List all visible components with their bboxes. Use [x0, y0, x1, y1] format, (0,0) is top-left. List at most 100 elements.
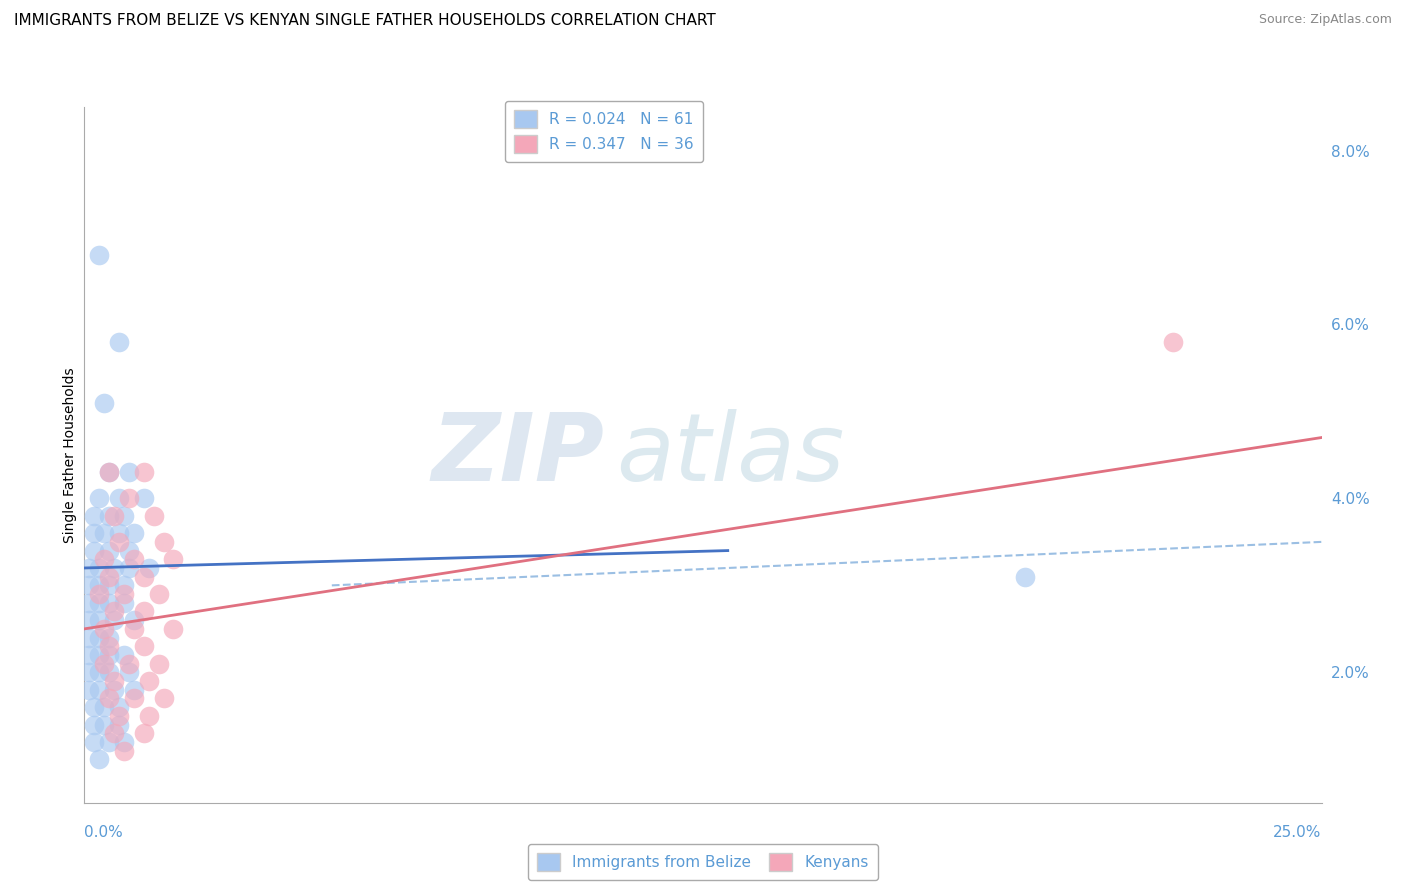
Point — [112, 587, 135, 601]
Point — [79, 596, 101, 610]
Point — [89, 587, 111, 601]
Legend: R = 0.024   N = 61, R = 0.347   N = 36: R = 0.024 N = 61, R = 0.347 N = 36 — [505, 101, 703, 162]
Text: 0.0%: 0.0% — [84, 825, 124, 840]
Point — [98, 665, 121, 680]
Point — [93, 700, 115, 714]
Point — [132, 491, 155, 506]
Point — [103, 682, 125, 697]
Point — [138, 561, 160, 575]
Point — [108, 717, 131, 731]
Point — [93, 717, 115, 731]
Point — [148, 657, 170, 671]
Point — [89, 665, 111, 680]
Point — [132, 466, 155, 480]
Point — [98, 466, 121, 480]
Point — [112, 735, 135, 749]
Point — [98, 691, 121, 706]
Text: IMMIGRANTS FROM BELIZE VS KENYAN SINGLE FATHER HOUSEHOLDS CORRELATION CHART: IMMIGRANTS FROM BELIZE VS KENYAN SINGLE … — [14, 13, 716, 29]
Text: Source: ZipAtlas.com: Source: ZipAtlas.com — [1258, 13, 1392, 27]
Point — [93, 396, 115, 410]
Point — [98, 631, 121, 645]
Point — [122, 613, 145, 627]
Point — [152, 691, 174, 706]
Point — [98, 578, 121, 592]
Point — [103, 605, 125, 619]
Point — [93, 622, 115, 636]
Legend: Immigrants from Belize, Kenyans: Immigrants from Belize, Kenyans — [527, 844, 879, 880]
Point — [122, 552, 145, 566]
Point — [79, 578, 101, 592]
Text: atlas: atlas — [616, 409, 845, 500]
Point — [138, 674, 160, 689]
Point — [89, 491, 111, 506]
Text: 25.0%: 25.0% — [1274, 825, 1322, 840]
Point — [108, 334, 131, 349]
Point — [83, 735, 105, 749]
Point — [89, 682, 111, 697]
Point — [122, 526, 145, 541]
Point — [89, 613, 111, 627]
Point — [162, 622, 184, 636]
Point — [108, 708, 131, 723]
Point — [162, 552, 184, 566]
Point — [83, 543, 105, 558]
Point — [89, 596, 111, 610]
Point — [89, 648, 111, 662]
Point — [118, 466, 141, 480]
Point — [98, 596, 121, 610]
Point — [98, 648, 121, 662]
Point — [118, 561, 141, 575]
Point — [79, 631, 101, 645]
Point — [1161, 334, 1184, 349]
Point — [118, 665, 141, 680]
Point — [103, 674, 125, 689]
Point — [142, 508, 165, 523]
Point — [132, 639, 155, 653]
Point — [118, 491, 141, 506]
Y-axis label: Single Father Households: Single Father Households — [63, 368, 77, 542]
Point — [98, 508, 121, 523]
Point — [98, 639, 121, 653]
Point — [108, 491, 131, 506]
Point — [103, 561, 125, 575]
Point — [89, 578, 111, 592]
Point — [98, 543, 121, 558]
Point — [89, 631, 111, 645]
Point — [112, 648, 135, 662]
Text: ZIP: ZIP — [432, 409, 605, 501]
Point — [112, 578, 135, 592]
Point — [93, 552, 115, 566]
Point — [112, 744, 135, 758]
Point — [98, 735, 121, 749]
Point — [122, 622, 145, 636]
Point — [108, 526, 131, 541]
Point — [118, 657, 141, 671]
Point — [1014, 570, 1036, 584]
Point — [79, 665, 101, 680]
Point — [83, 700, 105, 714]
Point — [122, 691, 145, 706]
Point — [132, 570, 155, 584]
Point — [148, 587, 170, 601]
Point — [98, 466, 121, 480]
Point — [98, 570, 121, 584]
Point — [108, 700, 131, 714]
Point — [83, 508, 105, 523]
Point — [79, 561, 101, 575]
Point — [83, 526, 105, 541]
Point — [132, 726, 155, 740]
Point — [108, 534, 131, 549]
Point — [112, 596, 135, 610]
Point — [122, 682, 145, 697]
Point — [138, 708, 160, 723]
Point — [93, 526, 115, 541]
Point — [79, 682, 101, 697]
Point — [89, 248, 111, 262]
Point — [79, 613, 101, 627]
Point — [118, 543, 141, 558]
Point — [93, 657, 115, 671]
Point — [83, 717, 105, 731]
Point — [89, 752, 111, 766]
Point — [89, 561, 111, 575]
Point — [103, 726, 125, 740]
